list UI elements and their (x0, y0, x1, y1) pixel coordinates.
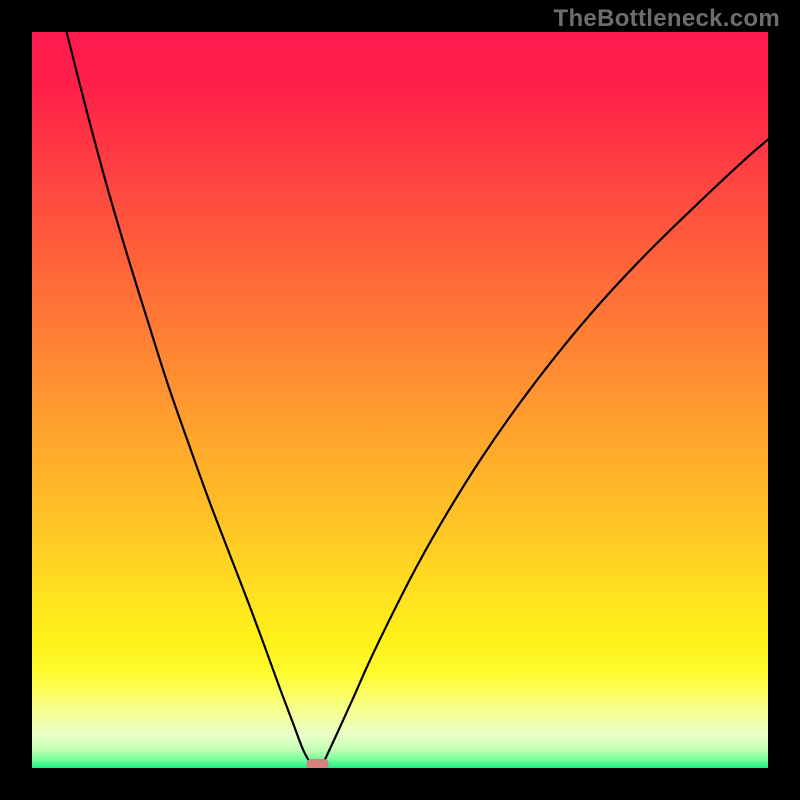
stage: TheBottleneck.com (0, 0, 800, 800)
curve-layer (32, 32, 768, 768)
curve-right-branch (323, 139, 768, 764)
plot-area (32, 32, 768, 768)
curve-left-branch (67, 32, 312, 764)
minimum-marker (307, 759, 329, 768)
watermark-text: TheBottleneck.com (554, 5, 780, 33)
